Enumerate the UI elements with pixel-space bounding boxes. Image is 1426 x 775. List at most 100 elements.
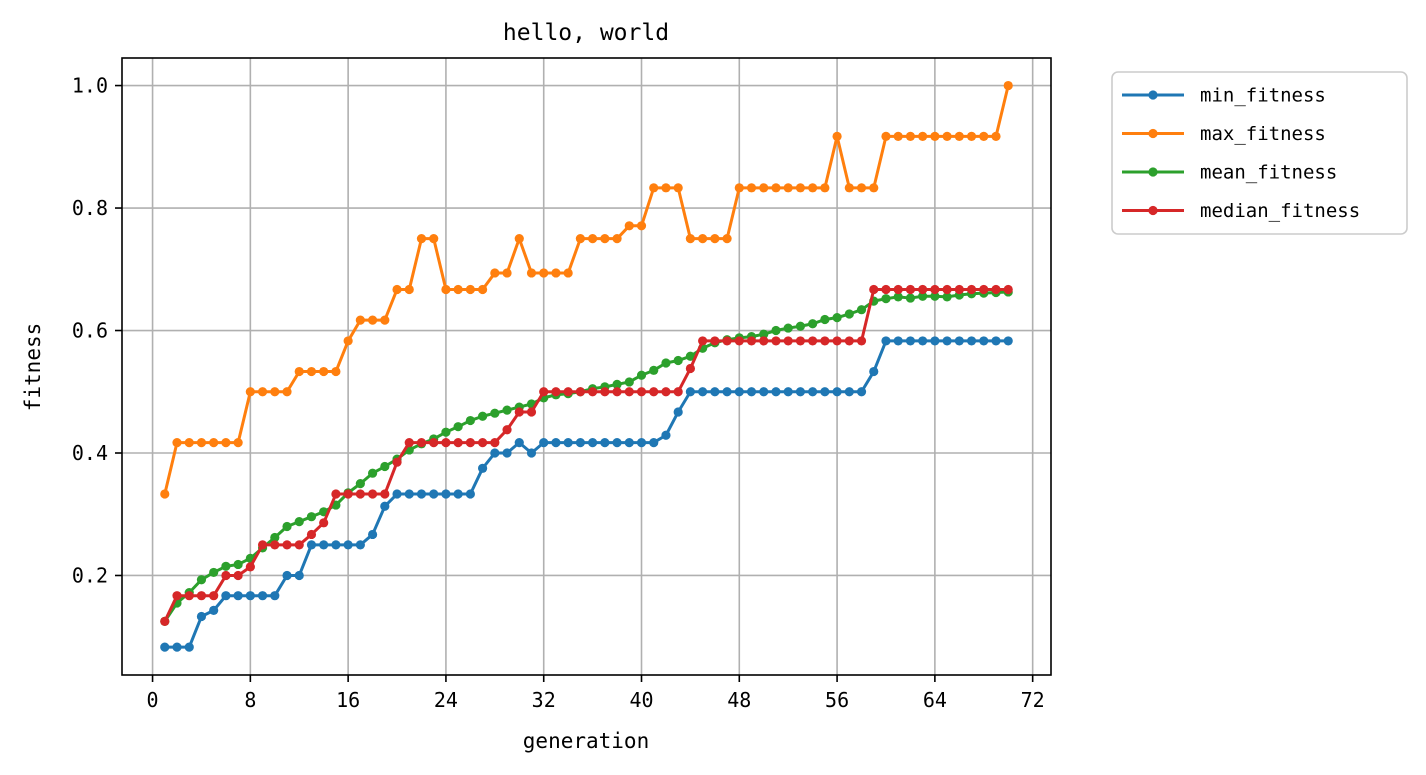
y-tick-label: 0.8 xyxy=(72,196,108,220)
median-fitness-point xyxy=(404,437,414,448)
series-max-fitness xyxy=(160,80,1013,499)
x-tick-label: 48 xyxy=(727,688,751,712)
median-fitness-point xyxy=(429,437,439,448)
mean-fitness-point xyxy=(502,405,512,415)
min-fitness-point xyxy=(636,437,647,448)
median-fitness-point xyxy=(490,437,500,448)
median-fitness-point xyxy=(343,489,353,499)
max-fitness-point xyxy=(966,131,977,141)
min-fitness-point xyxy=(673,407,683,417)
median-fitness-point xyxy=(856,336,867,346)
legend-label: max_fitness xyxy=(1200,123,1326,145)
mean-fitness-point xyxy=(282,521,292,532)
min-fitness-point xyxy=(783,387,793,397)
median-fitness-point xyxy=(575,387,585,397)
max-fitness-point xyxy=(954,131,964,141)
max-fitness-point xyxy=(575,234,585,244)
min-fitness-point xyxy=(209,605,219,615)
median-fitness-point xyxy=(245,562,255,572)
legend-marker xyxy=(1148,167,1158,177)
mean-fitness-point xyxy=(465,415,475,426)
mean-fitness-point xyxy=(808,319,818,329)
median-fitness-point xyxy=(673,387,683,397)
min-fitness-point xyxy=(221,591,231,601)
mean-fitness-point xyxy=(270,532,280,543)
max-fitness-point xyxy=(771,183,781,193)
median-fitness-point xyxy=(380,489,390,499)
y-tick-label: 0.6 xyxy=(72,319,108,343)
max-fitness-point xyxy=(404,284,414,295)
max-fitness-point xyxy=(746,183,757,193)
median-fitness-point xyxy=(881,284,891,295)
median-fitness-point xyxy=(746,336,757,346)
max-fitness-point xyxy=(196,437,207,448)
mean-fitness-point xyxy=(844,309,854,319)
min-fitness-point xyxy=(918,336,928,346)
min-fitness-point xyxy=(416,489,427,499)
max-fitness-point xyxy=(600,234,610,244)
median-fitness-point xyxy=(196,591,207,601)
max-fitness-point xyxy=(319,366,329,377)
min-fitness-point xyxy=(319,540,329,550)
x-tick-label: 16 xyxy=(336,688,360,712)
legend-item-max-fitness: max_fitness xyxy=(1122,123,1326,145)
median-fitness-point xyxy=(270,540,280,550)
legend-marker xyxy=(1148,90,1158,100)
mean-fitness-point xyxy=(355,479,365,489)
median-fitness-point xyxy=(160,616,170,627)
min-fitness-point xyxy=(685,387,696,397)
x-tick-label: 40 xyxy=(629,688,653,712)
y-tick-label: 1.0 xyxy=(72,74,108,98)
max-fitness-point xyxy=(392,284,402,295)
median-fitness-point xyxy=(795,336,806,346)
min-fitness-point xyxy=(991,336,1001,346)
max-fitness-point xyxy=(539,268,549,278)
max-fitness-point xyxy=(221,437,231,448)
max-fitness-point xyxy=(673,183,683,193)
min-fitness-point xyxy=(380,501,390,511)
min-fitness-point xyxy=(722,387,732,397)
median-fitness-line xyxy=(163,287,1009,623)
min-fitness-point xyxy=(734,387,744,397)
median-fitness-point xyxy=(526,407,537,417)
legend-box xyxy=(1111,71,1408,235)
max-fitness-point xyxy=(526,268,537,278)
min-fitness-point xyxy=(172,642,182,652)
min-fitness-point xyxy=(270,591,280,601)
max-fitness-point xyxy=(331,366,341,377)
max-fitness-point xyxy=(649,183,659,193)
max-fitness-point xyxy=(624,221,634,231)
mean-fitness-point xyxy=(942,292,952,302)
max-fitness-point xyxy=(367,315,378,325)
max-fitness-point xyxy=(478,284,488,295)
legend-label: mean_fitness xyxy=(1200,162,1337,184)
median-fitness-point xyxy=(478,437,488,448)
min-fitness-point xyxy=(710,387,720,397)
series-min-fitness xyxy=(160,336,1013,652)
grid-lines xyxy=(122,58,1051,675)
min-fitness-point xyxy=(624,437,634,448)
median-fitness-point xyxy=(209,591,219,601)
median-fitness-point xyxy=(930,284,940,295)
min-fitness-point xyxy=(429,489,439,499)
median-fitness-point xyxy=(294,540,304,550)
median-fitness-point xyxy=(367,489,378,499)
mean-fitness-point xyxy=(636,370,647,380)
max-fitness-point xyxy=(795,183,806,193)
max-fitness-point xyxy=(172,437,182,448)
max-fitness-point xyxy=(233,437,243,448)
median-fitness-point xyxy=(710,336,720,346)
min-fitness-point xyxy=(942,336,952,346)
mean-fitness-point xyxy=(233,559,243,570)
median-fitness-point xyxy=(465,437,475,448)
max-fitness-point xyxy=(160,489,170,499)
min-fitness-point xyxy=(869,366,879,377)
mean-fitness-point xyxy=(795,321,806,331)
min-fitness-point xyxy=(771,387,781,397)
min-fitness-point xyxy=(746,387,757,397)
median-fitness-point xyxy=(184,591,194,601)
mean-fitness-point xyxy=(221,561,231,571)
max-fitness-point xyxy=(930,131,940,141)
min-fitness-point xyxy=(245,591,255,601)
